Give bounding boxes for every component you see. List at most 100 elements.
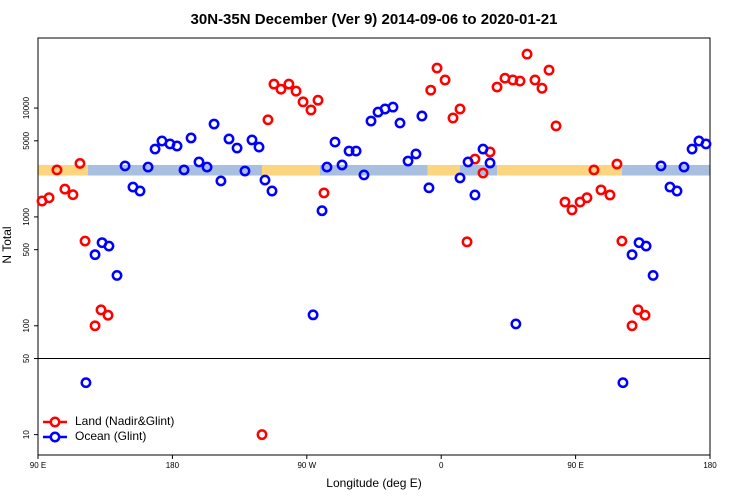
- data-point: [678, 161, 690, 173]
- data-point: [89, 320, 101, 332]
- density-band: [319, 164, 428, 176]
- data-point: [268, 78, 280, 90]
- data-point: [89, 249, 101, 261]
- density-band: [38, 164, 89, 176]
- data-point: [246, 134, 258, 146]
- data-point: [283, 78, 295, 90]
- x-tick-label: 90 E: [30, 461, 46, 470]
- data-point: [447, 112, 459, 124]
- data-point: [462, 156, 474, 168]
- data-point: [510, 318, 522, 330]
- data-point: [639, 309, 651, 321]
- data-point: [149, 143, 161, 155]
- data-point: [262, 114, 274, 126]
- density-band: [427, 164, 461, 176]
- data-point: [111, 269, 123, 281]
- legend-marker: [49, 416, 61, 428]
- legend-marker: [49, 431, 61, 443]
- data-point: [343, 145, 355, 157]
- data-point: [431, 62, 443, 74]
- data-point: [142, 161, 154, 173]
- plot-frame: [37, 37, 711, 456]
- data-point: [43, 192, 55, 204]
- data-point: [402, 155, 414, 167]
- y-tick-label: 5000: [22, 131, 31, 149]
- data-point: [215, 175, 227, 187]
- data-point: [318, 187, 330, 199]
- data-point: [178, 164, 190, 176]
- density-band: [497, 164, 622, 176]
- data-point: [350, 145, 362, 157]
- legend-label: Land (Nadir&Glint): [75, 414, 174, 428]
- data-point: [647, 269, 659, 281]
- data-point: [119, 160, 131, 172]
- data-point: [588, 164, 600, 176]
- data-point: [686, 143, 698, 155]
- data-point: [134, 185, 146, 197]
- x-tick-label: 90 E: [567, 461, 583, 470]
- data-point: [290, 85, 302, 97]
- data-point: [477, 167, 489, 179]
- data-point: [454, 103, 466, 115]
- data-point: [543, 64, 555, 76]
- data-point: [305, 104, 317, 116]
- data-point: [80, 377, 92, 389]
- data-point: [491, 81, 503, 93]
- data-point: [275, 83, 287, 95]
- data-point: [616, 235, 628, 247]
- data-point: [469, 189, 481, 201]
- data-point: [626, 249, 638, 261]
- data-point: [266, 185, 278, 197]
- data-point: [611, 158, 623, 170]
- density-band: [262, 164, 320, 176]
- data-point: [102, 309, 114, 321]
- data-point: [193, 156, 205, 168]
- data-point: [514, 75, 526, 87]
- data-point: [103, 240, 115, 252]
- data-point: [536, 82, 548, 94]
- data-point: [201, 161, 213, 173]
- data-point: [329, 136, 341, 148]
- data-point: [312, 94, 324, 106]
- data-point: [67, 189, 79, 201]
- data-point: [358, 169, 370, 181]
- y-tick-label: 500: [22, 242, 31, 256]
- data-point: [410, 148, 422, 160]
- y-axis-label: N Total: [0, 226, 14, 263]
- data-point: [425, 84, 437, 96]
- data-point: [521, 48, 533, 60]
- x-tick-label: 0: [439, 461, 444, 470]
- data-point: [321, 161, 333, 173]
- x-tick-label: 180: [703, 461, 717, 470]
- data-point: [59, 183, 71, 195]
- data-point: [297, 96, 309, 108]
- data-point: [259, 174, 271, 186]
- data-point: [604, 189, 616, 201]
- data-point: [365, 115, 377, 127]
- data-point: [394, 117, 406, 129]
- data-point: [74, 157, 86, 169]
- data-point: [307, 309, 319, 321]
- data-point: [79, 235, 91, 247]
- data-point: [581, 192, 593, 204]
- data-point: [617, 377, 629, 389]
- chart-title: 30N-35N December (Ver 9) 2014-09-06 to 2…: [191, 11, 558, 28]
- data-point: [632, 304, 644, 316]
- y-tick-label: 1000: [22, 207, 31, 225]
- y-tick-label: 10000: [22, 96, 31, 119]
- data-point: [336, 159, 348, 171]
- data-point: [671, 185, 683, 197]
- data-point: [461, 236, 473, 248]
- y-tick-label: 50: [22, 354, 31, 363]
- data-point: [550, 120, 562, 132]
- data-point: [95, 304, 107, 316]
- data-point: [316, 205, 328, 217]
- density-band: [88, 164, 262, 176]
- data-point: [171, 140, 183, 152]
- data-point: [387, 101, 399, 113]
- data-point: [454, 172, 466, 184]
- data-point: [655, 160, 667, 172]
- data-point: [700, 138, 712, 150]
